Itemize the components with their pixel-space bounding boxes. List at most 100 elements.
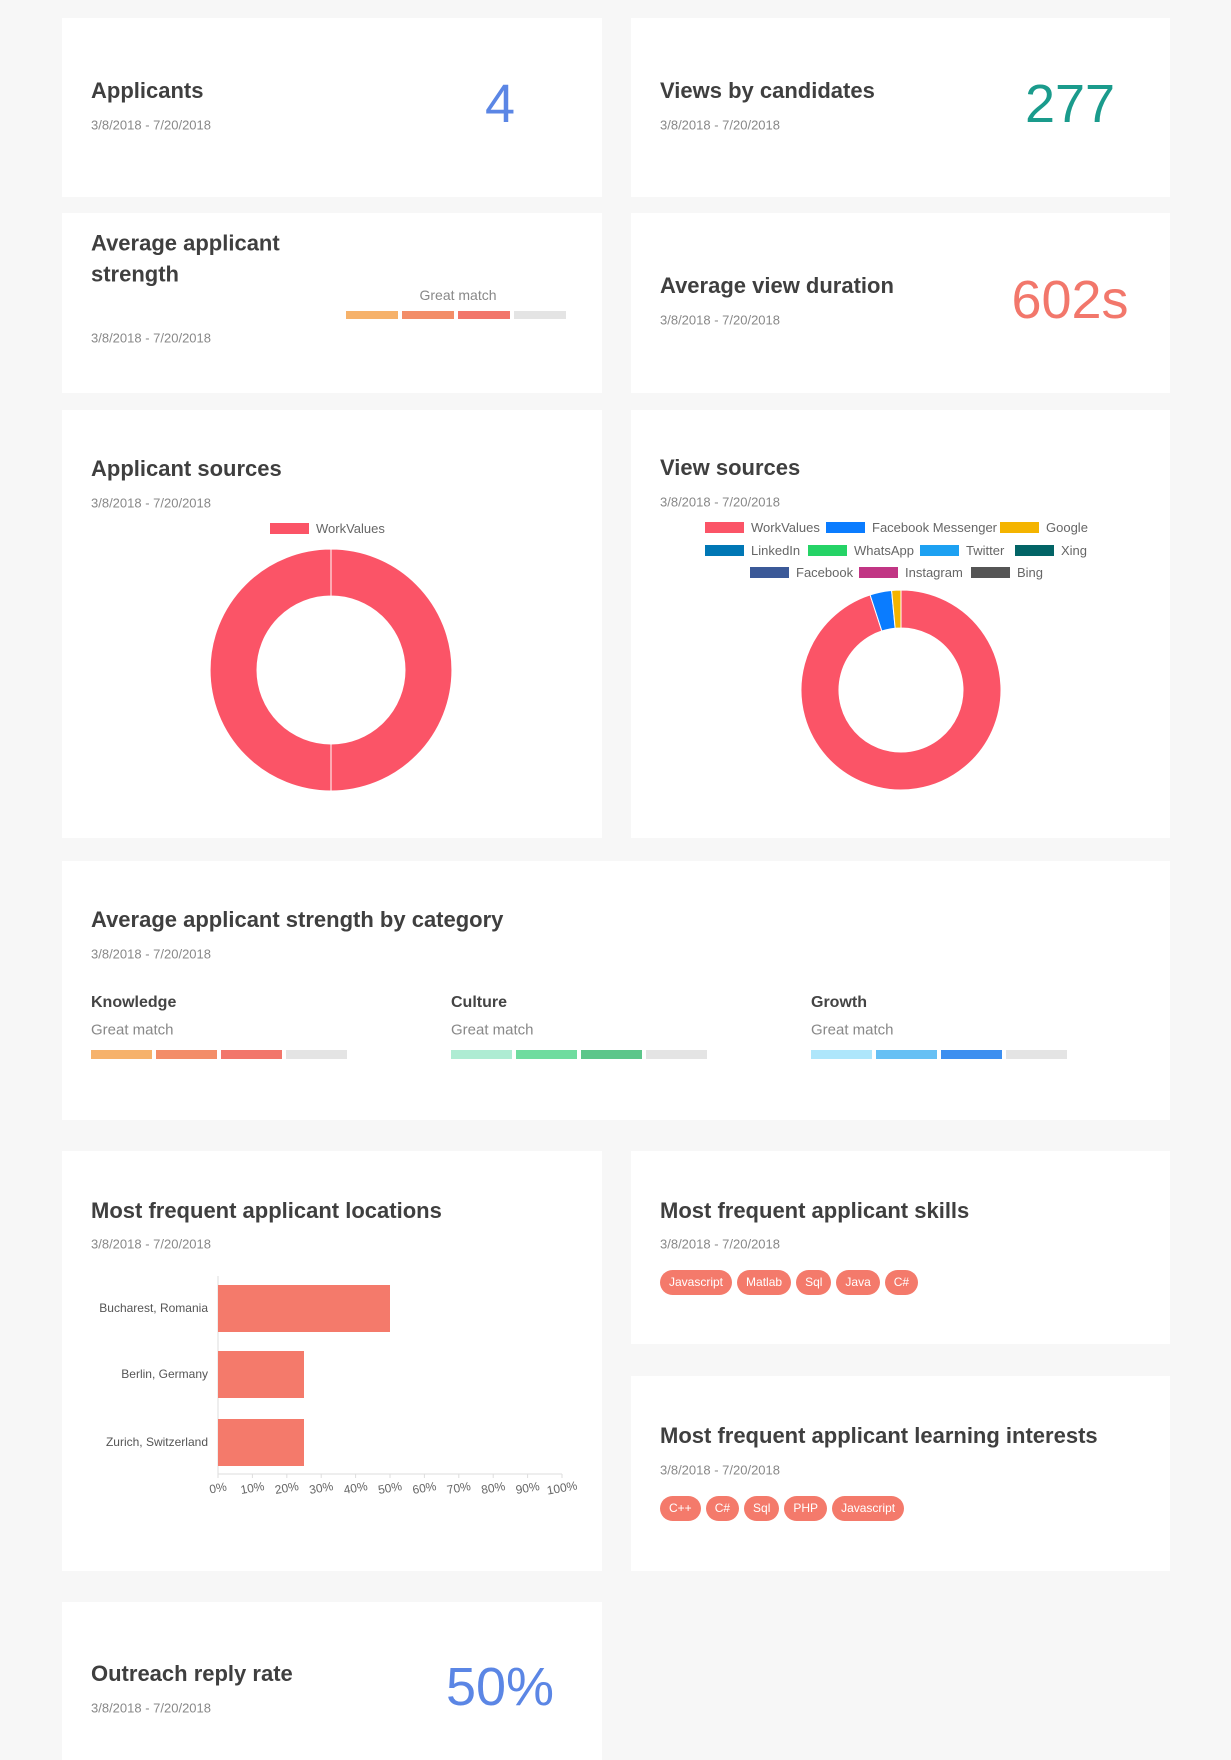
strength-label: Great match bbox=[419, 287, 497, 303]
category-label: Great match bbox=[91, 1021, 174, 1039]
tag: Sql bbox=[744, 1496, 780, 1521]
legend-swatch bbox=[705, 545, 744, 556]
tag-list: C++ C# Sql PHP Javascript bbox=[660, 1496, 905, 1521]
y-tick-label: Bucharest, Romania bbox=[99, 1301, 208, 1315]
card-title: Applicants bbox=[91, 78, 204, 103]
strength-segment bbox=[1006, 1050, 1067, 1059]
learning-card: Most frequent applicant learning interes… bbox=[631, 1376, 1170, 1571]
card-title: Most frequent applicant skills bbox=[660, 1198, 970, 1223]
chart: WorkValues bbox=[209, 521, 453, 792]
legend-label: Facebook Messenger bbox=[872, 520, 998, 535]
date-range: 3/8/2018 - 7/20/2018 bbox=[91, 495, 211, 511]
legend-swatch bbox=[1015, 545, 1054, 556]
category-name: Growth bbox=[811, 994, 867, 1011]
legend-label: Twitter bbox=[966, 543, 1005, 558]
strength-segment bbox=[286, 1050, 347, 1059]
strength-segment bbox=[156, 1050, 217, 1059]
legend-swatch bbox=[859, 567, 898, 578]
strength-segment bbox=[516, 1050, 577, 1059]
x-tick-label: 60% bbox=[411, 1479, 437, 1497]
chart: WorkValues Facebook Messenger Google Linked… bbox=[705, 520, 1088, 791]
strength-category-card: Average applicant strength by category 3… bbox=[62, 861, 1170, 1120]
legend-label: LinkedIn bbox=[751, 543, 800, 558]
tag: PHP bbox=[784, 1496, 828, 1521]
date-range: 3/8/2018 - 7/20/2018 bbox=[91, 1700, 211, 1716]
y-tick-label: Berlin, Germany bbox=[121, 1367, 208, 1381]
card-title: Views by candidates bbox=[660, 78, 875, 103]
category-label: Great match bbox=[451, 1021, 534, 1039]
date-range: 3/8/2018 - 7/20/2018 bbox=[91, 1236, 211, 1252]
tag: C# bbox=[705, 1496, 740, 1521]
date-range: 3/8/2018 - 7/20/2018 bbox=[660, 1462, 780, 1478]
card-title: Most frequent applicant learning interes… bbox=[660, 1423, 1098, 1448]
tag: Sql bbox=[796, 1270, 832, 1295]
avg-duration-card: Average view duration 3/8/2018 - 7/20/20… bbox=[631, 213, 1170, 393]
strength-segment bbox=[514, 311, 566, 319]
legend-label: WorkValues bbox=[751, 520, 820, 535]
chart bbox=[346, 311, 566, 319]
metric: 602s bbox=[1011, 270, 1129, 330]
card-title-line: Average applicant strength bbox=[91, 230, 280, 287]
bar bbox=[218, 1351, 304, 1398]
date-range: 3/8/2018 - 7/20/2018 bbox=[91, 117, 211, 133]
tag: C++ bbox=[660, 1496, 701, 1521]
date-range: 3/8/2018 - 7/20/2018 bbox=[660, 1236, 780, 1252]
outreach-card: Outreach reply rate 3/8/2018 - 7/20/2018… bbox=[62, 1602, 602, 1760]
legend-swatch bbox=[705, 522, 744, 533]
bar bbox=[218, 1285, 390, 1332]
legend-label: Instagram bbox=[905, 565, 963, 580]
legend-label: Google bbox=[1046, 520, 1088, 535]
pie-slice bbox=[800, 589, 1002, 791]
legend-label: Facebook bbox=[796, 565, 854, 580]
x-tick-label: 50% bbox=[377, 1479, 403, 1497]
legend-label: Xing bbox=[1061, 543, 1087, 558]
strength-segment bbox=[646, 1050, 707, 1059]
card-title: Average view duration bbox=[660, 273, 894, 298]
x-tick-label: 30% bbox=[308, 1479, 334, 1497]
strength-segment bbox=[941, 1050, 1002, 1059]
legend-swatch bbox=[826, 522, 865, 533]
legend-label: Bing bbox=[1017, 565, 1043, 580]
x-tick-label: 40% bbox=[343, 1479, 369, 1497]
tag-list: Javascript Matlab Sql Java C# bbox=[660, 1270, 919, 1295]
y-tick-label: Zurich, Switzerland bbox=[106, 1435, 208, 1449]
views-card: Views by candidates 3/8/2018 - 7/20/2018… bbox=[631, 18, 1170, 197]
chart: Bucharest, Romania Berlin, Germany Zurich,… bbox=[99, 1276, 579, 1498]
bar bbox=[218, 1419, 304, 1466]
date-range: 3/8/2018 - 7/20/2018 bbox=[660, 494, 780, 510]
legend-label: WorkValues bbox=[316, 521, 385, 536]
locations-card: Most frequent applicant locations 3/8/20… bbox=[62, 1151, 602, 1571]
date-range: 3/8/2018 - 7/20/2018 bbox=[660, 312, 780, 328]
legend-swatch bbox=[920, 545, 959, 556]
legend-swatch bbox=[808, 545, 847, 556]
pie-slice bbox=[209, 548, 453, 792]
date-range: 3/8/2018 - 7/20/2018 bbox=[660, 117, 780, 133]
category-name: Culture bbox=[451, 994, 507, 1011]
x-tick-label: 100% bbox=[546, 1478, 579, 1497]
view-sources-card: View sources 3/8/2018 - 7/20/2018 WorkVa… bbox=[631, 410, 1170, 838]
strength-segment bbox=[458, 311, 510, 319]
card-title: View sources bbox=[660, 455, 801, 480]
strength-segment bbox=[811, 1050, 872, 1059]
metric: 4 bbox=[484, 74, 516, 134]
strength-segment bbox=[346, 311, 398, 319]
legend-swatch bbox=[270, 523, 309, 534]
tag: Javascript bbox=[832, 1496, 905, 1521]
legend-swatch bbox=[750, 567, 789, 578]
category-label: Great match bbox=[811, 1021, 894, 1039]
card-title: Most frequent applicant locations bbox=[91, 1198, 442, 1223]
legend-label: WhatsApp bbox=[854, 543, 914, 558]
card-title: Outreach reply rate bbox=[91, 1661, 293, 1686]
date-range: 3/8/2018 - 7/20/2018 bbox=[91, 946, 211, 962]
metric: 277 bbox=[1024, 74, 1116, 134]
legend-swatch bbox=[971, 567, 1010, 578]
category-name: Knowledge bbox=[91, 994, 177, 1011]
x-tick-label: 90% bbox=[515, 1479, 541, 1497]
legend-swatch bbox=[1000, 522, 1039, 533]
x-tick-label: 0% bbox=[208, 1480, 228, 1497]
strength-segment bbox=[581, 1050, 642, 1059]
date-range: 3/8/2018 - 7/20/2018 bbox=[91, 330, 211, 346]
chart bbox=[91, 1050, 1067, 1059]
applicant-sources-card: Applicant sources 3/8/2018 - 7/20/2018 W… bbox=[62, 410, 602, 838]
